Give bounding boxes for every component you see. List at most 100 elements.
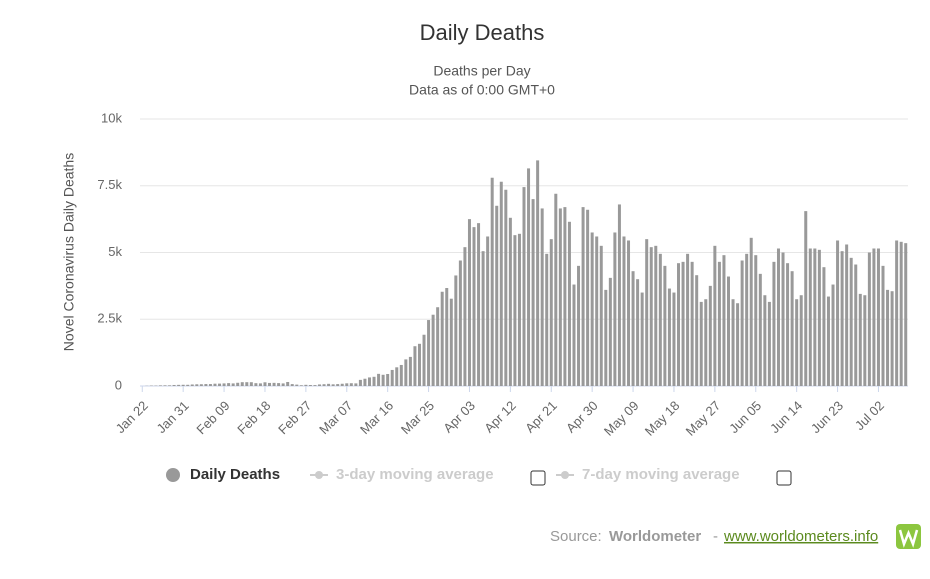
bar <box>254 383 258 386</box>
bar <box>681 261 685 386</box>
source-name: Worldometer <box>609 528 701 545</box>
bar <box>213 383 217 386</box>
bar <box>168 385 172 386</box>
bar <box>313 385 317 386</box>
legend-checkbox[interactable] <box>776 470 792 486</box>
y-axis-title: Novel Coronavirus Daily Deaths <box>61 153 77 351</box>
bar <box>567 221 571 386</box>
source-separator: - <box>713 528 718 545</box>
legend-label[interactable]: Daily Deaths <box>190 466 280 483</box>
bar <box>854 264 858 386</box>
bar <box>904 243 908 386</box>
bar <box>717 261 721 386</box>
bar <box>504 189 508 386</box>
bar <box>804 211 808 386</box>
x-tick-label: Jan 31 <box>154 398 192 436</box>
bar <box>895 240 899 386</box>
bar <box>790 271 794 386</box>
bar <box>181 384 185 386</box>
bar <box>195 384 199 386</box>
chart-subtitle: Deaths per Day <box>433 63 530 79</box>
bar <box>454 275 458 386</box>
bar <box>290 384 294 386</box>
bar <box>699 301 703 386</box>
legend-marker[interactable] <box>315 471 323 479</box>
bar <box>304 384 308 386</box>
bar <box>268 382 272 386</box>
bar <box>517 233 521 386</box>
bar <box>586 209 590 386</box>
bar <box>695 275 699 386</box>
bar <box>886 289 890 386</box>
bar <box>427 320 431 386</box>
bar <box>381 374 385 386</box>
bar <box>486 236 490 386</box>
bar <box>463 247 467 386</box>
legend-checkbox[interactable] <box>530 470 546 486</box>
bar <box>536 160 540 386</box>
bar <box>422 334 426 386</box>
bar <box>408 356 412 386</box>
x-tick-label: Feb 09 <box>193 398 232 437</box>
bar <box>340 383 344 386</box>
bar <box>808 248 812 386</box>
source-link[interactable]: www.worldometers.info <box>723 528 878 545</box>
bar <box>513 235 517 386</box>
x-tick-label: Mar 07 <box>316 398 355 437</box>
bar <box>186 384 190 386</box>
bar <box>595 236 599 386</box>
bar <box>477 223 481 386</box>
legend-label[interactable]: 7-day moving average <box>582 466 740 483</box>
bar <box>172 384 176 386</box>
bar <box>231 383 235 386</box>
legend-marker[interactable] <box>561 471 569 479</box>
bar <box>645 239 649 386</box>
bar <box>890 291 894 386</box>
bar <box>199 384 203 386</box>
bar <box>736 303 740 386</box>
x-tick-label: Apr 12 <box>481 398 519 436</box>
bar <box>272 382 276 386</box>
bar <box>722 255 726 386</box>
bar <box>508 217 512 386</box>
bar <box>545 253 549 386</box>
bar <box>481 251 485 386</box>
bar <box>286 381 290 386</box>
bar <box>204 384 208 386</box>
bar <box>440 291 444 386</box>
bar <box>258 383 262 386</box>
bar <box>249 382 253 386</box>
bar <box>531 199 535 386</box>
bar <box>786 263 790 386</box>
bar <box>240 382 244 386</box>
bar <box>813 248 817 386</box>
source-label: Source: <box>550 528 602 545</box>
bar <box>163 385 167 386</box>
bar <box>367 377 371 386</box>
bar <box>776 248 780 386</box>
legend-label[interactable]: 3-day moving average <box>336 466 494 483</box>
bar <box>227 383 231 386</box>
bar <box>667 288 671 386</box>
chart-title: Daily Deaths <box>420 20 545 45</box>
bar <box>758 273 762 386</box>
bar <box>377 373 381 386</box>
bar <box>799 295 803 386</box>
x-tick-label: Apr 03 <box>440 398 478 436</box>
bar <box>604 289 608 386</box>
bar <box>599 245 603 386</box>
bar <box>417 343 421 386</box>
legend-marker[interactable] <box>166 468 180 482</box>
bar <box>540 208 544 386</box>
bar <box>822 267 826 386</box>
bar <box>490 177 494 386</box>
bar <box>295 384 299 386</box>
bar <box>622 236 626 386</box>
x-tick-label: May 18 <box>642 398 683 439</box>
x-tick-label: Jun 05 <box>726 398 764 436</box>
bar <box>636 279 640 386</box>
bar <box>726 276 730 386</box>
bar <box>222 383 226 386</box>
bar <box>690 261 694 386</box>
bar <box>845 244 849 386</box>
